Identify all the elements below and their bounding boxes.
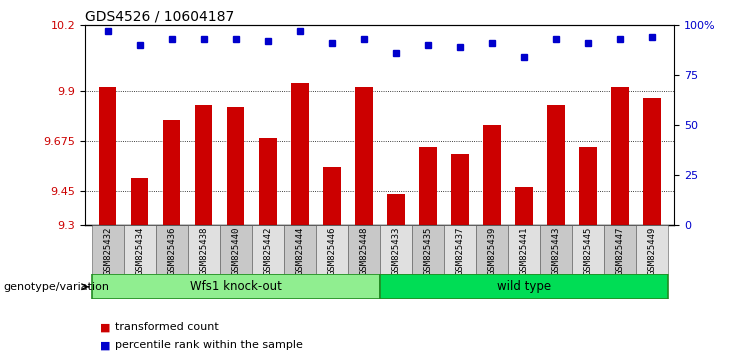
Bar — [124, 225, 156, 274]
Bar — [227, 107, 245, 225]
Text: GSM825443: GSM825443 — [551, 227, 560, 275]
Text: Wfs1 knock-out: Wfs1 knock-out — [190, 280, 282, 293]
Bar — [540, 225, 572, 274]
Text: percentile rank within the sample: percentile rank within the sample — [115, 340, 303, 350]
Bar — [643, 98, 661, 225]
Bar — [92, 225, 124, 274]
Bar — [252, 225, 284, 274]
Text: ■: ■ — [100, 340, 110, 350]
Text: transformed count: transformed count — [115, 322, 219, 332]
Text: GSM825448: GSM825448 — [359, 227, 368, 275]
Bar — [572, 225, 604, 274]
Text: GSM825444: GSM825444 — [295, 227, 305, 275]
Text: wild type: wild type — [496, 280, 551, 293]
Bar — [323, 167, 341, 225]
Text: GSM825438: GSM825438 — [199, 227, 208, 275]
Text: GSM825449: GSM825449 — [648, 227, 657, 275]
Bar — [444, 225, 476, 274]
Text: GSM825445: GSM825445 — [583, 227, 592, 275]
Bar — [380, 225, 412, 274]
Bar — [636, 225, 668, 274]
Bar — [476, 225, 508, 274]
Bar — [483, 125, 501, 225]
Bar — [380, 274, 668, 299]
Bar — [579, 147, 597, 225]
Bar — [92, 274, 380, 299]
Bar — [316, 225, 348, 274]
Bar — [451, 154, 468, 225]
Text: GSM825446: GSM825446 — [328, 227, 336, 275]
Text: GDS4526 / 10604187: GDS4526 / 10604187 — [85, 10, 234, 24]
Text: GSM825435: GSM825435 — [423, 227, 432, 275]
Text: GSM825433: GSM825433 — [391, 227, 400, 275]
Text: GSM825447: GSM825447 — [615, 227, 625, 275]
Text: ■: ■ — [100, 322, 110, 332]
Bar — [508, 225, 540, 274]
Bar — [355, 87, 373, 225]
Bar — [604, 225, 636, 274]
Text: GSM825432: GSM825432 — [103, 227, 112, 275]
Bar — [163, 120, 181, 225]
Bar — [412, 225, 444, 274]
Text: GSM825442: GSM825442 — [263, 227, 272, 275]
Bar — [284, 225, 316, 274]
Bar — [259, 138, 276, 225]
Bar — [219, 225, 252, 274]
Bar — [348, 225, 380, 274]
Bar — [387, 194, 405, 225]
Bar — [99, 87, 116, 225]
Text: GSM825437: GSM825437 — [455, 227, 465, 275]
Bar — [611, 87, 628, 225]
Bar — [291, 82, 308, 225]
Text: GSM825441: GSM825441 — [519, 227, 528, 275]
Bar — [156, 225, 187, 274]
Text: GSM825436: GSM825436 — [167, 227, 176, 275]
Bar — [419, 147, 436, 225]
Bar — [195, 105, 213, 225]
Bar — [547, 105, 565, 225]
Text: GSM825439: GSM825439 — [488, 227, 496, 275]
Bar — [187, 225, 219, 274]
Bar — [515, 187, 533, 225]
Text: genotype/variation: genotype/variation — [4, 282, 110, 292]
Text: GSM825440: GSM825440 — [231, 227, 240, 275]
Text: GSM825434: GSM825434 — [135, 227, 144, 275]
Bar — [131, 178, 148, 225]
